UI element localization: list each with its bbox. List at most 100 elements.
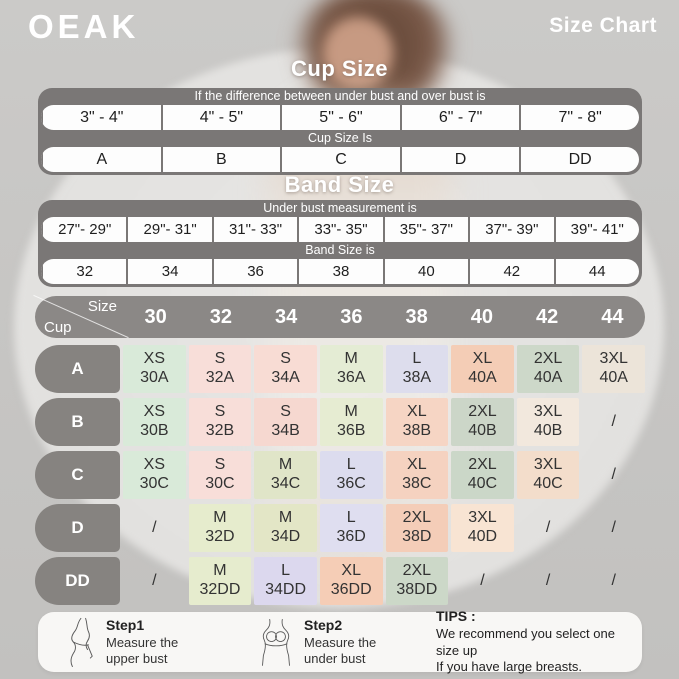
matrix-cell-code: 32A: [205, 369, 235, 386]
band-number-cell: 36: [211, 259, 297, 284]
matrix-cell: XL 40A: [451, 345, 514, 393]
matrix-cell-code: 36C: [336, 475, 366, 492]
matrix-cell-size: XL: [341, 562, 361, 580]
cup-range-cell: 6" - 7": [399, 105, 520, 130]
matrix-cell: XL 36DD: [319, 557, 383, 605]
matrix-column-header: 44: [601, 305, 624, 328]
matrix-cell-size: M: [213, 562, 227, 580]
measure-upper-bust-icon: [70, 617, 93, 668]
matrix-cell-size: S: [214, 350, 226, 368]
cup-letter-cell: D: [399, 147, 520, 172]
matrix-row-cells: XS 30A S 32A S 34A M 36A L 38A XL 40A 2XL 40A 3XL 40A: [120, 345, 645, 393]
matrix-cell: XS 30C: [123, 451, 186, 499]
matrix-row-label: DD: [35, 557, 120, 605]
matrix-cell-code: 30C: [139, 475, 169, 492]
matrix-cell-size: 2XL: [402, 509, 432, 527]
matrix-cell: 3XL 40B: [516, 398, 580, 446]
matrix-cell: /: [582, 451, 645, 499]
matrix-cell-size: M: [278, 456, 293, 474]
matrix-cell: /: [517, 504, 580, 552]
matrix-cell-code: 34A: [271, 369, 300, 386]
matrix-cell-code: 40C: [467, 475, 498, 492]
matrix-cell-size: 2XL: [402, 562, 432, 580]
matrix-cell-code: 40A: [599, 369, 628, 386]
matrix-cell: 3XL 40C: [516, 451, 580, 499]
matrix-cell-size: 2XL: [468, 456, 497, 474]
matrix-row-a: A XS 30A S 32A S 34A M 36A L 38A XL 40A 2XL 40A 3XL 40A: [35, 345, 645, 393]
band-size-subheader: Band Size is: [305, 243, 375, 257]
band-number-cell: 34: [126, 259, 211, 284]
step2-title: Step2: [304, 616, 343, 633]
matrix-row-cells: XS 30C S 30C M 34C L 36C XL 38C 2XL 40C 3XL 40C /: [120, 451, 645, 499]
matrix-cell: S 34A: [254, 345, 317, 393]
matrix-cell-code: 32D: [205, 528, 235, 545]
cup-letter-cell: A: [41, 147, 161, 172]
matrix-cell-size: XS: [143, 350, 165, 368]
step2-desc: Measure the under bust: [304, 634, 377, 666]
matrix-cell-size: M: [344, 350, 358, 368]
matrix-cell-size: XS: [143, 456, 165, 474]
matrix-cell-size: XL: [407, 456, 427, 474]
band-size-table-header: Under bust measurement is: [263, 201, 417, 215]
matrix-cell: XL 38B: [385, 398, 449, 446]
band-range-cell: 35"- 37": [382, 217, 468, 242]
matrix-cell-code: 34B: [271, 422, 300, 439]
matrix-cell-size: L: [346, 509, 356, 527]
matrix-cell-size: S: [214, 403, 226, 421]
step2-text: Step2 Measure the under bust: [304, 617, 376, 668]
matrix-cell-size: XL: [407, 403, 427, 421]
cup-letter-cell: C: [280, 147, 400, 172]
model-photo-face-backdrop: [322, 16, 394, 90]
corner-size-label: Size: [87, 298, 117, 315]
matrix-column-header: 40: [470, 305, 493, 328]
matrix-cell: 2XL 40B: [451, 398, 514, 446]
matrix-cell: XL 38C: [385, 451, 449, 499]
band-number-cell: 42: [468, 259, 553, 284]
matrix-cell: 2XL 40A: [516, 345, 580, 393]
band-range-cell: 29"- 31": [126, 217, 211, 242]
page-title: Size Chart: [549, 14, 657, 37]
matrix-row-c: C XS 30C S 30C M 34C L 36C XL 38C 2XL 40C 3XL 40C /: [35, 451, 645, 499]
matrix-cell-code: 40A: [468, 369, 497, 386]
matrix-cell-code: 34C: [270, 475, 301, 492]
matrix-cell-code: 34D: [270, 528, 301, 545]
matrix-cell-size: S: [280, 350, 291, 368]
cup-size-table-header: If the difference between under bust and…: [194, 89, 486, 103]
matrix-column-header: 38: [405, 305, 428, 328]
matrix-cell-size: /: [480, 571, 485, 589]
matrix-cell-size: /: [152, 518, 157, 536]
step1-desc: Measure the upper bust: [106, 634, 179, 666]
matrix-row-cells: / M 32DD L 34DD XL 36DD 2XL 38DD / / /: [120, 557, 645, 605]
band-range-cell: 27"- 29": [41, 217, 126, 242]
matrix-cell: /: [517, 557, 580, 605]
matrix-cell-size: /: [611, 465, 616, 483]
band-range-cell: 31"- 33": [211, 217, 297, 242]
band-range-cell: 33"- 35": [297, 217, 382, 242]
cup-size-table: If the difference between under bust and…: [38, 88, 642, 175]
band-number-cell: 40: [382, 259, 468, 284]
matrix-row-label: A: [35, 345, 120, 393]
matrix-column-headers: 30 32 34 36 38 40 42 44: [123, 296, 645, 338]
matrix-cell: M 36B: [319, 398, 383, 446]
matrix-cell-size: L: [281, 562, 291, 580]
band-size-table: Under bust measurement is 27"- 29" 29"- 3…: [38, 200, 642, 287]
tips-title: TIPS :: [436, 607, 476, 624]
matrix-cell: M 34C: [254, 451, 317, 499]
matrix-cell-code: 36A: [336, 369, 366, 386]
matrix-cell-code: 38D: [402, 528, 432, 545]
matrix-cell-size: L: [346, 456, 356, 474]
step2-block: Step2 Measure the under bust: [258, 616, 436, 668]
matrix-cell: /: [582, 398, 645, 446]
matrix-cell: 3XL 40D: [451, 504, 514, 552]
tips-line-1: We recommend you select one size up: [436, 625, 615, 658]
matrix-cell-size: /: [152, 571, 157, 589]
matrix-cell-size: 3XL: [468, 509, 497, 527]
matrix-header: Size Cup 30 32 34 36 38 40 42 44: [33, 294, 645, 339]
matrix-cell-size: M: [278, 509, 293, 527]
matrix-row-label: C: [35, 451, 120, 499]
cup-range-cell: 5" - 6": [280, 105, 400, 130]
cup-size-subheader: Cup Size Is: [308, 131, 372, 145]
band-range-cell: 39"- 41": [553, 217, 639, 242]
matrix-cell: XS 30B: [123, 398, 186, 446]
cup-letter-row: A B C D DD: [41, 147, 639, 172]
